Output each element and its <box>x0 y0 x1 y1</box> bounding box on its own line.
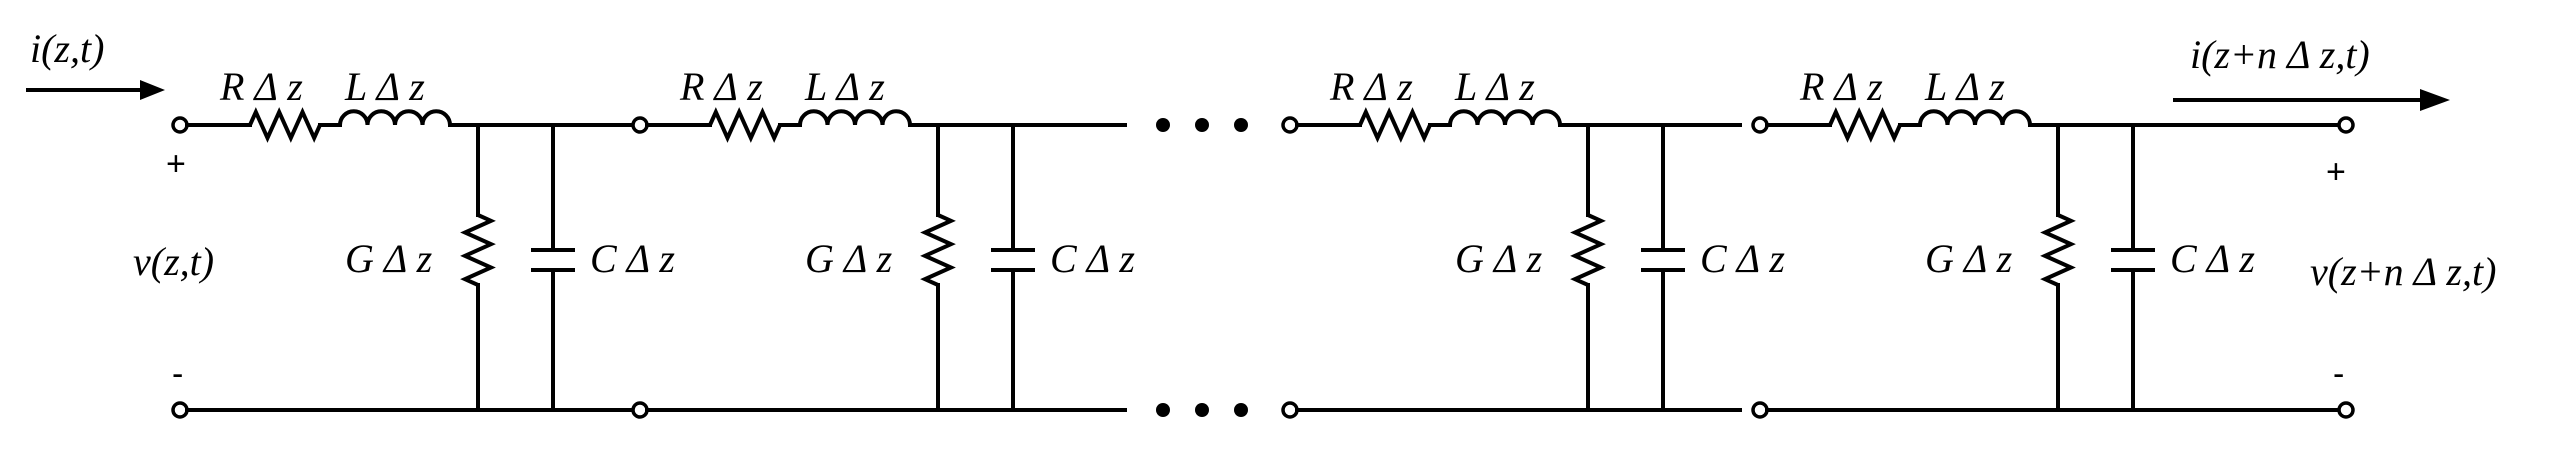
shunt-conductance <box>920 213 956 287</box>
series-inductor <box>1448 109 1562 126</box>
bottom-ellipsis <box>1156 403 1248 417</box>
output-bottom-terminal <box>2337 401 2355 419</box>
shunt-conductance-label: G Δ z <box>1455 236 1543 281</box>
series-resistor <box>1828 107 1902 143</box>
section-2: R Δ z L Δ z G Δ z C Δ z <box>631 64 1135 419</box>
bottom-terminal <box>171 401 189 419</box>
shunt-conductance-label: G Δ z <box>345 236 433 281</box>
output-current-arrow <box>2173 89 2450 111</box>
shunt-conductance-label: G Δ z <box>805 236 893 281</box>
output-plus-sign: + <box>2326 153 2346 191</box>
shunt-conductance <box>460 213 496 287</box>
section-n: R Δ z L Δ z G Δ z C Δ z <box>1751 64 2255 419</box>
input-plus-sign: + <box>166 145 186 183</box>
series-inductor <box>1918 109 2032 126</box>
top-terminal <box>171 116 189 134</box>
shunt-capacitor-label: C Δ z <box>2170 236 2255 281</box>
series-inductor-label: L Δ z <box>1454 64 1535 109</box>
series-resistor-label: R Δ z <box>1799 64 1883 109</box>
shunt-capacitor-label: C Δ z <box>1700 236 1785 281</box>
series-resistor-label: R Δ z <box>679 64 763 109</box>
series-inductor-label: L Δ z <box>344 64 425 109</box>
shunt-capacitor-label: C Δ z <box>590 236 675 281</box>
series-resistor <box>248 107 322 143</box>
series-resistor-label: R Δ z <box>1329 64 1413 109</box>
input-minus-sign: - <box>172 355 183 393</box>
shunt-capacitor-label: C Δ z <box>1050 236 1135 281</box>
series-inductor <box>798 109 912 126</box>
output-top-terminal <box>2337 116 2355 134</box>
series-resistor-label: R Δ z <box>219 64 303 109</box>
output-voltage-label: v(z+n Δ z,t) <box>2310 249 2496 294</box>
top-terminal <box>1751 116 1769 134</box>
bottom-terminal <box>1281 401 1299 419</box>
series-resistor <box>1358 107 1432 143</box>
output-minus-sign: - <box>2333 355 2344 393</box>
output-current-label: i(z+n Δ z,t) <box>2190 32 2370 77</box>
input-current-arrow <box>26 80 165 100</box>
series-inductor <box>338 109 452 126</box>
circuit-sections: R Δ z L Δ z G Δ z C Δ z R Δ z L Δ z G Δ z C Δ z… <box>171 64 2255 419</box>
series-resistor <box>708 107 782 143</box>
shunt-conductance <box>1570 213 1606 287</box>
shunt-conductance <box>2040 213 2076 287</box>
shunt-conductance-label: G Δ z <box>1925 236 2013 281</box>
section-1: R Δ z L Δ z G Δ z C Δ z <box>171 64 675 419</box>
top-terminal <box>1281 116 1299 134</box>
input-current-label: i(z,t) <box>30 26 104 71</box>
series-inductor-label: L Δ z <box>1924 64 2005 109</box>
series-inductor-label: L Δ z <box>804 64 885 109</box>
top-ellipsis <box>1156 118 1248 132</box>
top-terminal <box>631 116 649 134</box>
bottom-terminal <box>631 401 649 419</box>
section-n-1: R Δ z L Δ z G Δ z C Δ z <box>1281 64 1785 419</box>
input-voltage-label: v(z,t) <box>133 239 214 284</box>
bottom-terminal <box>1751 401 1769 419</box>
